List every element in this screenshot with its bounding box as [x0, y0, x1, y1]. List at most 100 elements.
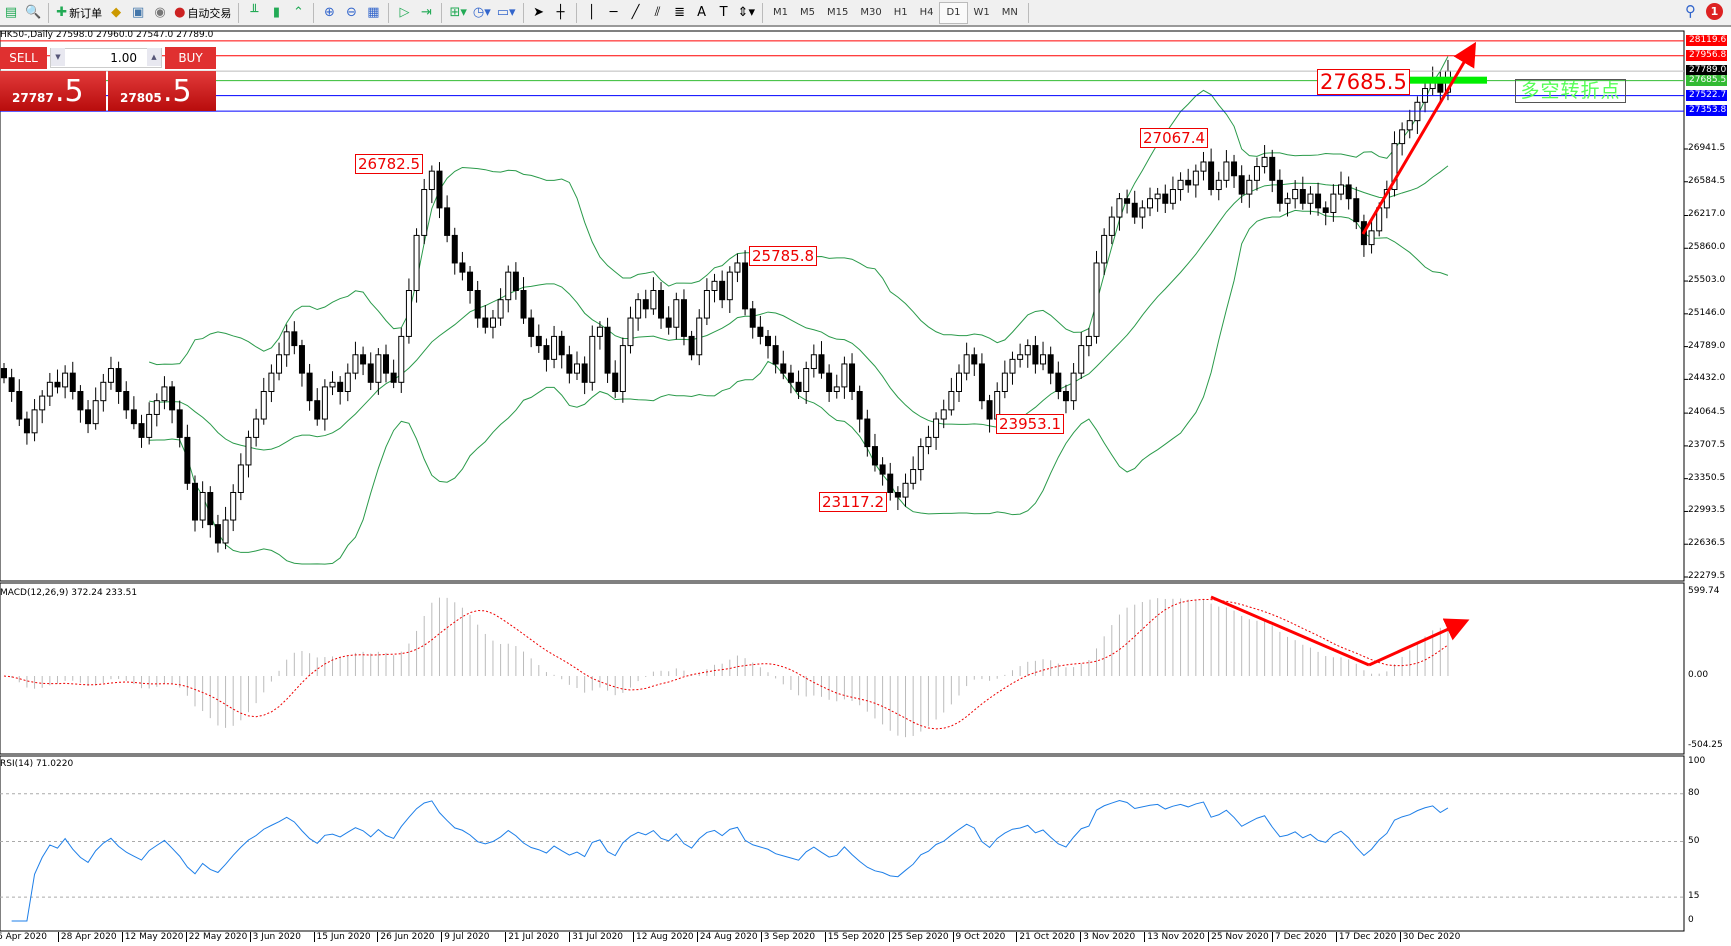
bear-candle [795, 381, 802, 392]
price-axis-label: 23707.5 [1688, 439, 1726, 450]
bull-candle [726, 271, 733, 301]
signal-icon[interactable]: ◉ [154, 5, 166, 20]
new-chart-icon[interactable]: ▤ [4, 5, 18, 20]
divider [238, 2, 240, 23]
timeframe-m5[interactable]: M5 [799, 7, 815, 18]
timeframe-m15[interactable]: M15 [826, 7, 849, 18]
bear-candle [887, 473, 894, 493]
sell-price[interactable]: 27787.5 [0, 71, 106, 111]
toolbar: ▤ 🔍 ✚ 新订单 ◆ ▣ ◉ ● 自动交易 ╨ ▮ ⌃ ⊕ ⊖ ▦ ▷ ⇥ ⊞▾ … [0, 0, 1731, 27]
tile-windows-icon[interactable]: ▦ [367, 5, 380, 20]
auto-trading-button[interactable]: ● 自动交易 [174, 5, 232, 20]
periods-icon[interactable]: ◷▾ [472, 5, 491, 20]
search-icon[interactable]: ⚲ [1685, 2, 1696, 20]
lot-decrease-icon[interactable]: ▼ [51, 48, 65, 66]
timeframe-h1[interactable]: H1 [893, 7, 908, 18]
bear-candle [54, 381, 61, 388]
zoom-out-icon[interactable]: ⊖ [345, 5, 357, 20]
bull-candle [92, 400, 99, 425]
buy-price[interactable]: 27805.5 [108, 71, 216, 111]
chart-title: HK50-,Daily 27598.0 27960.0 27547.0 2778… [0, 30, 214, 40]
bull-candle [1147, 198, 1153, 209]
line-chart-icon[interactable]: ⌃ [292, 5, 304, 20]
terminal-icon[interactable]: ▣ [131, 5, 145, 20]
bear-candle [390, 372, 397, 383]
bear-candle [772, 345, 779, 365]
peak-label: 26782.5 [355, 154, 424, 174]
crosshair-icon[interactable]: ┼ [556, 5, 565, 20]
date-axis-label: 7 Dec 2020 [1272, 932, 1327, 942]
bear-candle [1062, 390, 1069, 402]
bull-candle [925, 436, 932, 448]
bear-candle [184, 436, 191, 484]
new-order-button[interactable]: ✚ 新订单 [56, 5, 103, 20]
bull-candle [956, 372, 962, 392]
bull-candle [1040, 354, 1047, 365]
lot-size-input[interactable]: 1.00 [50, 48, 162, 68]
bull-candle [933, 418, 940, 438]
indicators-icon[interactable]: ⊞▾ [449, 5, 467, 20]
bull-candle [917, 446, 924, 471]
bull-candle [703, 290, 710, 319]
horizontal-line-icon[interactable]: ─ [609, 5, 618, 20]
bull-candle [1261, 156, 1268, 168]
notification-badge[interactable]: 1 [1706, 2, 1723, 20]
trendline-icon[interactable]: ╱ [631, 5, 640, 20]
bull-candle [803, 368, 810, 392]
bull-candle [428, 170, 435, 191]
candlestick-icon[interactable]: ▮ [272, 5, 281, 20]
text-label-icon[interactable]: T [719, 5, 728, 20]
autoscroll-icon[interactable]: ▷ [399, 5, 410, 20]
zoom-chart-icon[interactable]: 🔍 [25, 5, 42, 20]
trough-label: 23953.1 [996, 414, 1065, 434]
chart-shift-icon[interactable]: ⇥ [420, 5, 432, 20]
bear-candle [1, 368, 7, 379]
cursor-icon[interactable]: ➤ [533, 5, 544, 20]
date-axis-label: 21 Jul 2020 [505, 932, 559, 942]
lot-increase-icon[interactable]: ▲ [147, 48, 161, 66]
timeframe-w1[interactable]: W1 [973, 7, 990, 18]
equidistant-channel-icon[interactable]: ⫽ [654, 5, 661, 20]
timeframe-h4[interactable]: H4 [919, 7, 934, 18]
text-icon[interactable]: A [697, 5, 706, 20]
bear-candle [566, 354, 573, 374]
bull-candle [1200, 161, 1207, 172]
bull-candle [810, 354, 817, 370]
timeframe-d1[interactable]: D1 [939, 1, 968, 24]
timeframe-m30[interactable]: M30 [860, 7, 882, 18]
timeframe-m1[interactable]: M1 [772, 7, 788, 18]
price-axis-label: 22993.5 [1688, 505, 1726, 516]
bear-candle [1315, 193, 1322, 209]
date-axis-label: 21 Oct 2020 [1016, 932, 1075, 942]
bull-candle [153, 400, 160, 415]
templates-icon[interactable]: ▭▾ [496, 5, 516, 20]
arrows-icon[interactable]: ⇕▾ [737, 5, 755, 20]
bear-candle [467, 271, 474, 292]
bear-candle [749, 308, 756, 328]
rsi-line [11, 799, 1449, 922]
bull-candle [1215, 179, 1222, 191]
timeframe-mn[interactable]: MN [1001, 7, 1018, 18]
peak-label: 27067.4 [1140, 128, 1209, 148]
navigator-icon[interactable]: ◆ [111, 5, 122, 20]
buy-button[interactable]: BUY [165, 47, 216, 69]
date-axis-label: 30 Dec 2020 [1399, 932, 1460, 942]
bull-candle [489, 317, 496, 328]
zoom-in-icon[interactable]: ⊕ [323, 5, 335, 20]
bear-candle [1047, 354, 1054, 374]
bull-candle [268, 372, 275, 392]
divider [48, 2, 50, 23]
sell-button[interactable]: SELL [0, 47, 47, 69]
bull-candle [62, 372, 69, 388]
bear-candle [665, 317, 672, 328]
bear-candle [360, 354, 367, 365]
bar-chart-icon[interactable]: ╨ [250, 5, 259, 20]
price-line-tag: 27522.7 [1686, 89, 1727, 101]
bear-candle [528, 317, 535, 337]
bear-candle [1276, 179, 1283, 204]
bear-candle [8, 377, 15, 392]
vertical-line-icon[interactable]: │ [587, 5, 596, 20]
bollinger-middle [149, 165, 1449, 451]
fibonacci-icon[interactable]: ≣ [674, 5, 685, 20]
